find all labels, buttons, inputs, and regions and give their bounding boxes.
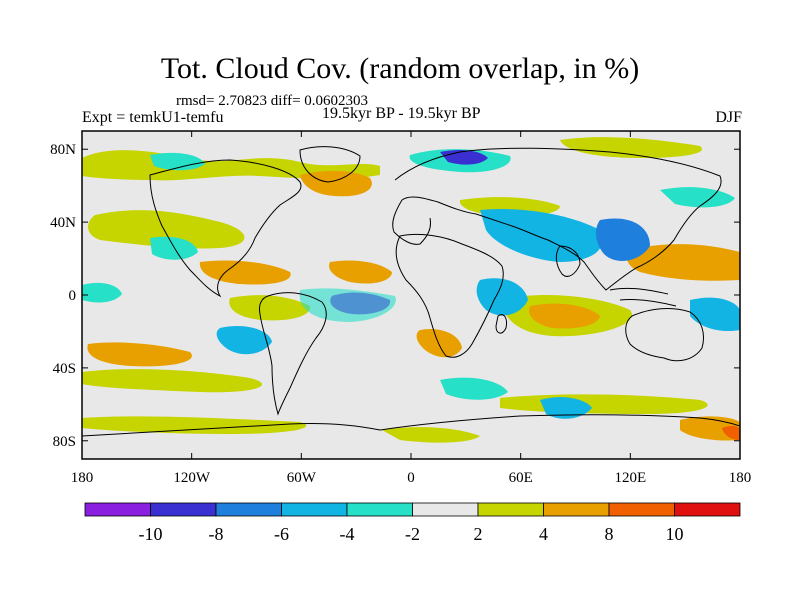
coastline-antarctica xyxy=(82,414,740,437)
colorbar-swatch xyxy=(84,502,151,517)
axis-ticks: 180 120W 60W 0 60E 120E 180 80N 40N 0 40S 80S xyxy=(50,131,751,486)
anomaly-region xyxy=(540,397,592,419)
colorbar-label: -2 xyxy=(405,524,420,544)
coastline-south-america xyxy=(259,292,327,416)
anomaly-region xyxy=(300,170,372,197)
coastline-africa xyxy=(395,233,504,358)
season-label: DJF xyxy=(715,109,742,126)
colorbar-swatch xyxy=(150,502,217,517)
anomaly-region xyxy=(82,416,307,434)
x-tick-label: 0 xyxy=(407,470,415,486)
coastline-australia xyxy=(625,308,704,362)
anomaly-region xyxy=(216,325,272,355)
anomaly-region xyxy=(476,278,528,316)
anomaly-region xyxy=(150,152,205,171)
experiment-label: Expt = temkU1-temfu xyxy=(82,109,224,126)
x-tick-label: 180 xyxy=(729,470,752,486)
colorbar-label: -6 xyxy=(274,524,289,544)
anomaly-region xyxy=(299,288,396,322)
anomaly-region xyxy=(382,427,480,443)
anomaly-region xyxy=(88,210,245,249)
y-tick-label: 80S xyxy=(53,434,76,450)
y-tick-label: 40N xyxy=(50,215,76,231)
anomaly-region xyxy=(680,416,740,441)
colorbar-label: 4 xyxy=(539,524,548,544)
coastline-eurasia xyxy=(392,147,722,291)
y-tick-label: 0 xyxy=(69,288,77,304)
colorbar-swatch xyxy=(215,502,282,517)
anomaly-region xyxy=(595,218,650,261)
colorbar-label: 2 xyxy=(474,524,483,544)
x-tick-label: 180 xyxy=(71,470,94,486)
coastlines xyxy=(82,146,740,437)
colorbar-label: -10 xyxy=(139,524,163,544)
anomaly-region xyxy=(690,297,740,332)
colorbar-label: -8 xyxy=(209,524,224,544)
colorbar-swatch xyxy=(674,502,741,517)
map-title: Tot. Cloud Cov. (random overlap, in %) xyxy=(160,52,640,85)
period-label: 19.5kyr BP - 19.5kyr BP xyxy=(322,105,481,122)
colorbar-swatch xyxy=(477,502,544,517)
colorbar-label: 10 xyxy=(666,524,684,544)
colorbar-swatch xyxy=(281,502,348,517)
y-tick-label: 80N xyxy=(50,142,76,158)
anomaly-region xyxy=(329,260,392,284)
anomaly-region xyxy=(416,328,462,358)
coastline-indonesia xyxy=(609,287,677,307)
anomaly-region xyxy=(560,137,702,158)
x-tick-label: 120E xyxy=(614,470,646,486)
colorbar-swatch xyxy=(346,502,413,517)
coastline-north-america xyxy=(149,159,302,298)
anomaly-region xyxy=(82,282,122,303)
colorbar-swatch xyxy=(608,502,675,517)
anomaly-region xyxy=(722,425,740,440)
anomaly-region xyxy=(626,244,740,281)
colorbar-swatch xyxy=(543,502,610,517)
x-tick-label: 60W xyxy=(287,470,317,486)
coastline-india xyxy=(555,245,581,277)
anomaly-region xyxy=(87,342,192,367)
stats-line: rmsd= 2.70823 diff= 0.0602303 xyxy=(176,93,369,109)
anomaly-region xyxy=(82,369,262,393)
coastline-madagascar xyxy=(495,314,507,334)
x-tick-label: 60E xyxy=(509,470,533,486)
colorbar-swatch xyxy=(412,502,479,517)
x-tick-label: 120W xyxy=(173,470,211,486)
colorbar: -10 -8 -6 -4 -2 2 4 8 10 xyxy=(84,502,741,544)
anomaly-region xyxy=(440,377,508,400)
anomaly-region xyxy=(529,303,600,329)
colorbar-label: 8 xyxy=(605,524,614,544)
anomaly-region xyxy=(150,236,198,260)
anomaly-region xyxy=(229,295,311,321)
colorbar-label: -4 xyxy=(340,524,355,544)
anomaly-region xyxy=(199,260,291,285)
coastline-greenland xyxy=(299,146,361,183)
y-tick-label: 40S xyxy=(53,361,76,377)
